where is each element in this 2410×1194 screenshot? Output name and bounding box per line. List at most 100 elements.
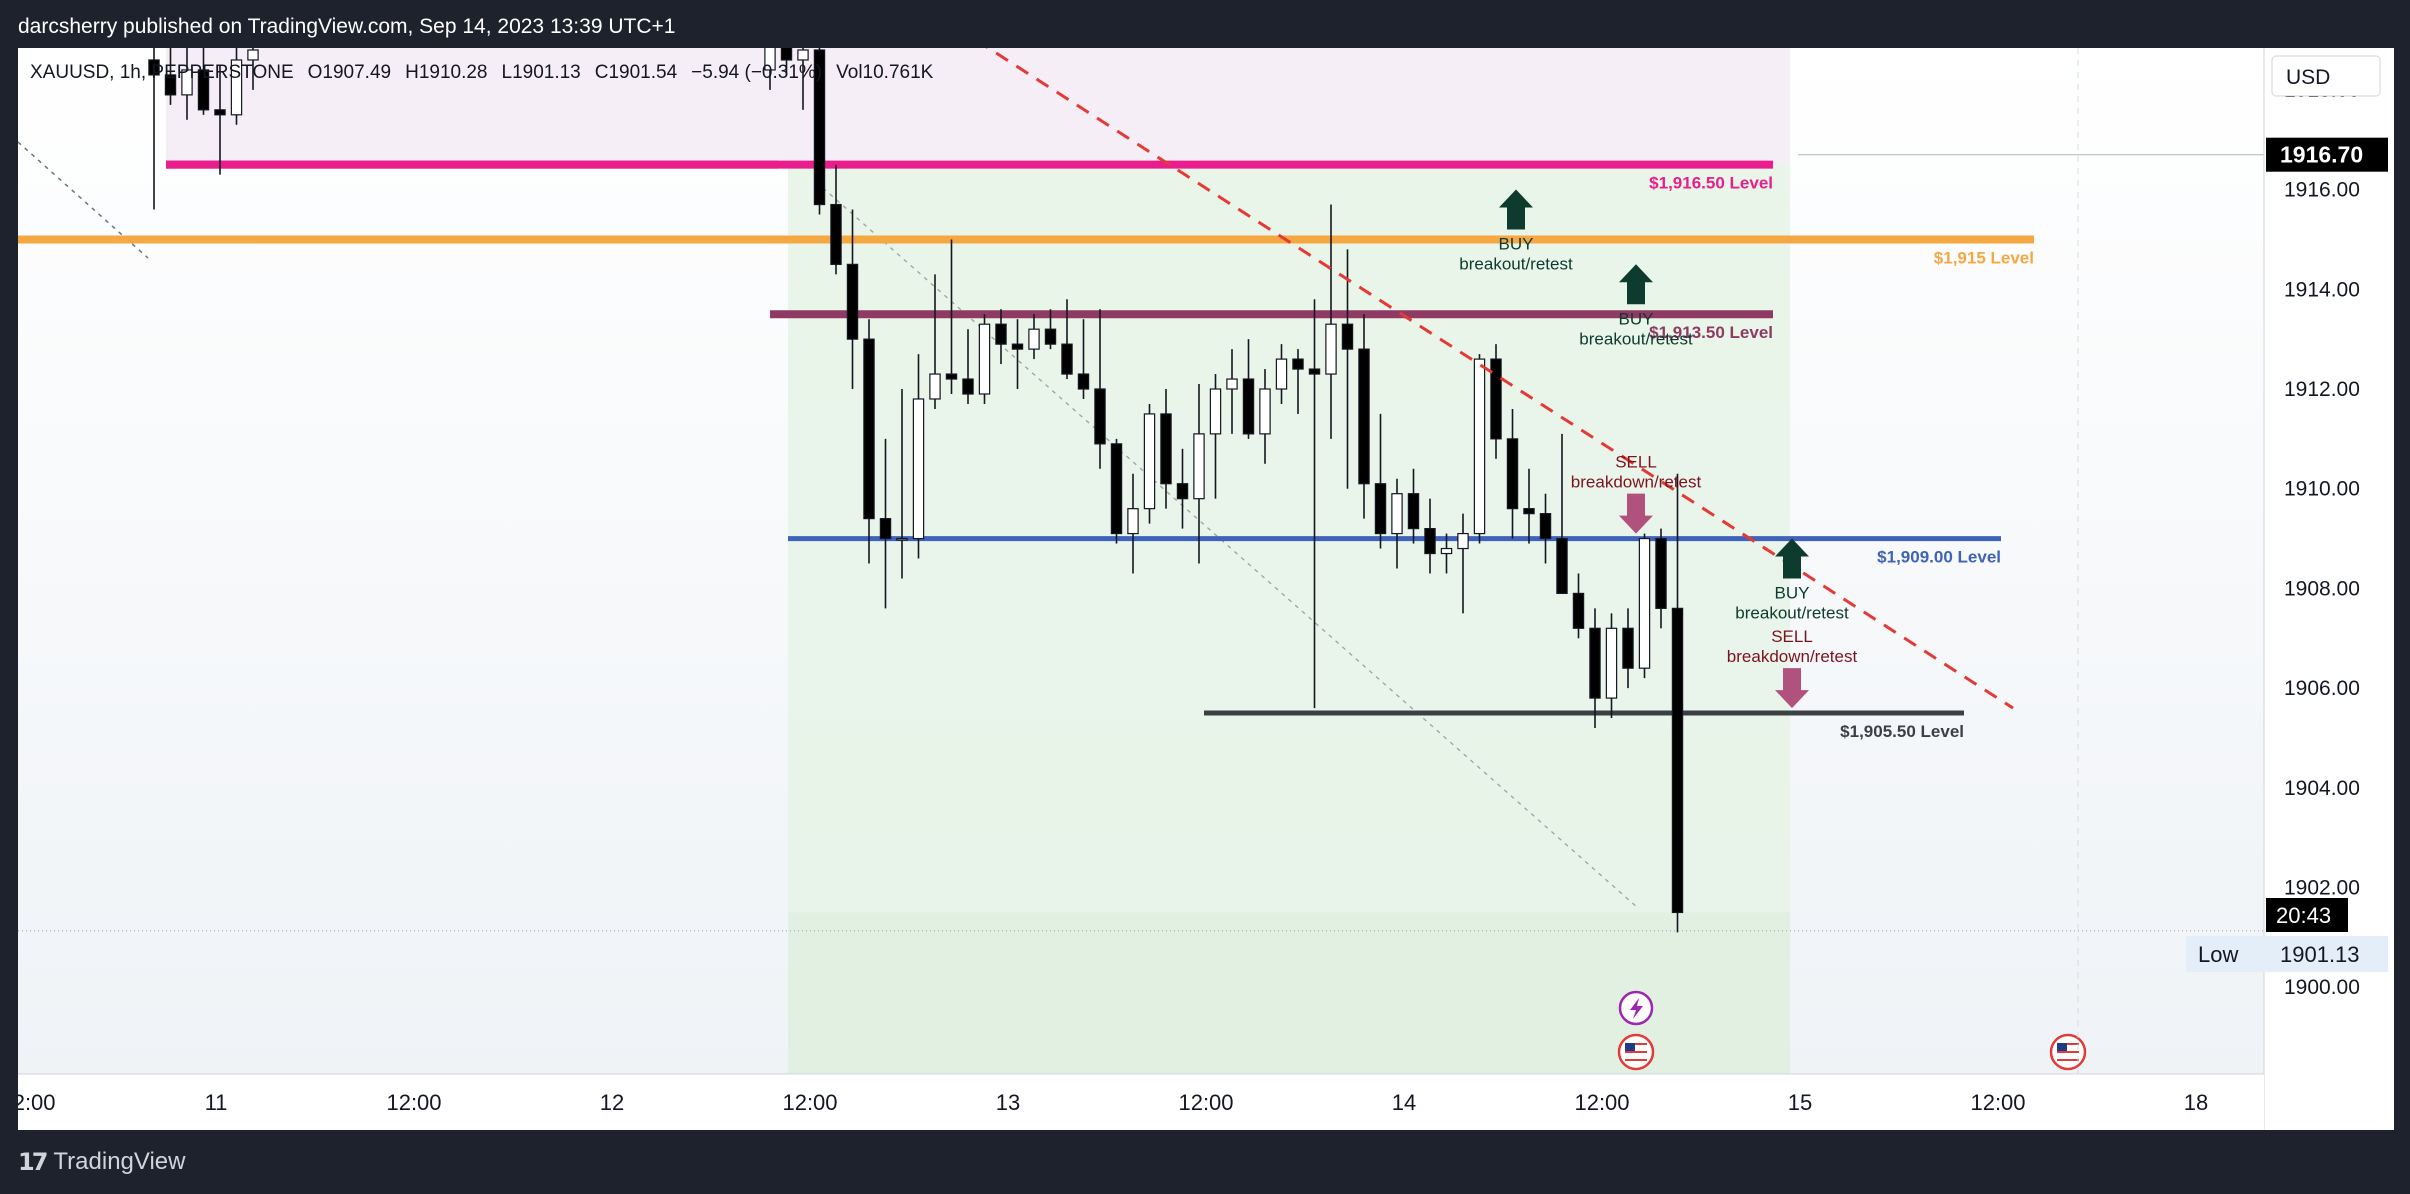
candle[interactable] bbox=[1325, 323, 1337, 375]
candle[interactable] bbox=[1374, 483, 1387, 535]
chart-frame[interactable]: $1,916.50 Level $1,915 Level $1,913.50 Lev… bbox=[18, 48, 2394, 1130]
currency-button[interactable]: USD bbox=[2271, 55, 2381, 97]
candle[interactable] bbox=[1127, 508, 1139, 535]
candle[interactable] bbox=[896, 537, 908, 541]
candle[interactable] bbox=[1011, 343, 1024, 350]
time-tick-label: 12:00 bbox=[18, 1090, 56, 1115]
candle[interactable] bbox=[1242, 378, 1255, 435]
candle[interactable] bbox=[1506, 438, 1519, 510]
candle[interactable] bbox=[1061, 343, 1073, 375]
candle[interactable] bbox=[1094, 388, 1106, 445]
candle[interactable] bbox=[863, 338, 875, 520]
level-label: $1,916.50 Level bbox=[1649, 174, 1773, 193]
candle[interactable] bbox=[1490, 358, 1502, 440]
publisher-text: darcsherry published on TradingView.com,… bbox=[18, 15, 676, 38]
candle[interactable] bbox=[1160, 413, 1172, 485]
price-tick-label: 1904.00 bbox=[2284, 777, 2360, 800]
time-axis[interactable] bbox=[18, 1074, 2264, 1130]
legend-symbol[interactable]: XAUUSD, 1h, PEPPERSTONE bbox=[30, 62, 294, 83]
candle[interactable] bbox=[1226, 378, 1238, 390]
candle[interactable] bbox=[1622, 627, 1634, 669]
candle[interactable] bbox=[1341, 323, 1354, 350]
candle[interactable] bbox=[230, 59, 243, 116]
candle[interactable] bbox=[962, 378, 974, 395]
candle[interactable] bbox=[1193, 433, 1205, 500]
countdown-badge bbox=[2266, 898, 2348, 932]
candle[interactable] bbox=[1523, 508, 1535, 515]
candle[interactable] bbox=[1605, 627, 1618, 699]
candle[interactable] bbox=[945, 373, 958, 380]
candle[interactable] bbox=[1209, 388, 1222, 435]
annotation-title: SELL bbox=[1771, 627, 1813, 646]
candle[interactable] bbox=[1556, 537, 1568, 595]
currency-button-box bbox=[2271, 55, 2381, 97]
time-tick-label: 12:00 bbox=[1574, 1090, 1629, 1115]
price-tick-label: 1914.00 bbox=[2284, 278, 2360, 301]
candle[interactable] bbox=[830, 203, 842, 265]
event-markers[interactable] bbox=[1617, 990, 2087, 1071]
legend-open: O1907.49 bbox=[307, 62, 392, 83]
candle[interactable] bbox=[1077, 373, 1090, 390]
us-flag-icon[interactable] bbox=[1617, 1033, 1655, 1071]
candle[interactable] bbox=[197, 69, 210, 111]
candle[interactable] bbox=[929, 373, 941, 400]
trendline-dashed[interactable] bbox=[976, 48, 2014, 710]
candle[interactable] bbox=[1259, 388, 1271, 435]
candle[interactable] bbox=[1275, 358, 1288, 390]
candle[interactable] bbox=[1638, 537, 1651, 669]
candle[interactable] bbox=[1143, 413, 1156, 510]
candle[interactable] bbox=[1358, 348, 1370, 485]
legend-change: −5.94 (−0.31%) bbox=[691, 62, 823, 83]
candle[interactable] bbox=[1440, 547, 1453, 555]
candle[interactable] bbox=[1457, 532, 1469, 550]
flag-canton bbox=[1625, 1043, 1635, 1051]
candle[interactable] bbox=[1407, 493, 1420, 530]
candle[interactable] bbox=[813, 49, 826, 206]
candle[interactable] bbox=[780, 48, 793, 61]
candle[interactable] bbox=[1044, 328, 1057, 345]
candle[interactable] bbox=[764, 48, 776, 71]
tradingview-brand[interactable]: 17 TradingView bbox=[18, 1148, 185, 1176]
flag-stripe bbox=[2057, 1047, 2079, 1049]
candle[interactable] bbox=[214, 109, 226, 116]
candle[interactable] bbox=[1308, 368, 1321, 375]
chart-canvas[interactable]: $1,916.50 Level $1,915 Level $1,913.50 Lev… bbox=[18, 48, 2394, 1130]
candle[interactable] bbox=[247, 49, 259, 61]
candle[interactable] bbox=[1176, 483, 1189, 500]
candle[interactable] bbox=[1539, 513, 1552, 540]
us-flag-icon[interactable] bbox=[2049, 1033, 2087, 1071]
candle[interactable] bbox=[181, 69, 193, 96]
candle[interactable] bbox=[1424, 527, 1436, 555]
level-label: $1,909.00 Level bbox=[1877, 548, 2001, 567]
flag-stripe bbox=[1625, 1051, 1647, 1053]
time-tick-label: 14 bbox=[1392, 1090, 1416, 1115]
candle[interactable] bbox=[879, 518, 892, 540]
flag-stripe bbox=[1625, 1059, 1647, 1061]
candle[interactable] bbox=[1028, 328, 1040, 350]
arrow-up-icon bbox=[1619, 264, 1653, 305]
candle[interactable] bbox=[1473, 358, 1486, 535]
price-tick-label: 1910.00 bbox=[2284, 478, 2360, 501]
candle[interactable] bbox=[978, 323, 991, 395]
candle[interactable] bbox=[995, 323, 1007, 345]
candle[interactable] bbox=[1391, 493, 1403, 535]
candle[interactable] bbox=[1655, 537, 1667, 609]
candle[interactable] bbox=[797, 49, 809, 61]
candle[interactable] bbox=[148, 59, 160, 76]
candle[interactable] bbox=[164, 74, 177, 96]
candle[interactable] bbox=[1589, 627, 1601, 699]
candle[interactable] bbox=[846, 263, 859, 340]
candle[interactable] bbox=[1671, 607, 1684, 914]
annotation-subtitle: breakout/retest bbox=[1459, 254, 1573, 273]
candle[interactable] bbox=[912, 398, 925, 540]
candle[interactable] bbox=[1292, 358, 1304, 370]
time-tick-label: 12:00 bbox=[1178, 1090, 1233, 1115]
arrow-down-icon bbox=[1619, 493, 1653, 534]
candle[interactable] bbox=[1572, 592, 1585, 629]
candle[interactable] bbox=[1110, 443, 1123, 535]
